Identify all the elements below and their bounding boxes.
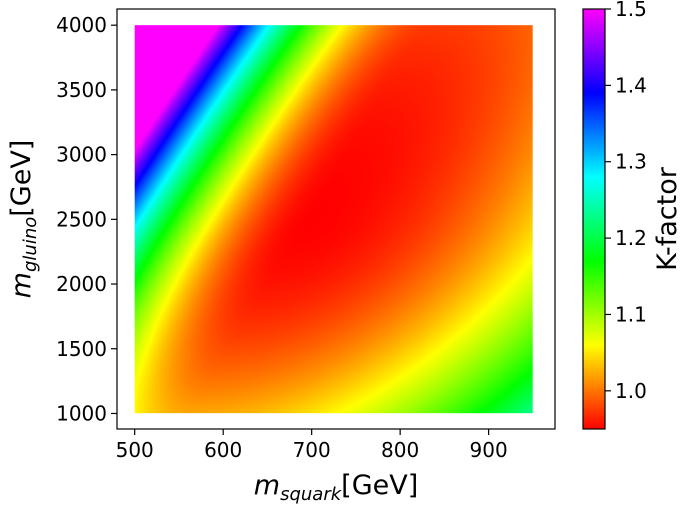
- y-axis-label-sub: gluino: [20, 217, 41, 272]
- y-axis-label-unit: [GeV]: [6, 140, 37, 217]
- x-tick-label: 600: [204, 438, 242, 462]
- y-tick-label: 4000: [56, 13, 107, 37]
- x-tick-label: 800: [381, 438, 419, 462]
- plot-area: 500 600 700 800 900 1000 1500 2000 2500 3000 3500…: [56, 8, 556, 462]
- colorbar-tick-label: 1.1: [615, 302, 647, 326]
- colorbar-tick-label: 1.4: [615, 73, 647, 97]
- y-tick-label: 1000: [56, 401, 107, 425]
- colorbar-label: K-factor: [652, 166, 683, 271]
- y-tick-label: 3000: [56, 143, 107, 167]
- x-tick-label: 900: [470, 438, 508, 462]
- colorbar-ticks: 1.0 1.1 1.2 1.3 1.4 1.5: [605, 0, 647, 403]
- x-axis-label-unit: [GeV]: [341, 470, 418, 501]
- colorbar-tick-label: 1.2: [615, 226, 647, 250]
- x-axis-ticks: 500 600 700 800 900: [116, 429, 508, 462]
- x-axis-label-sub: squark: [280, 484, 343, 505]
- y-tick-label: 2500: [56, 207, 107, 231]
- y-tick-label: 1500: [56, 337, 107, 361]
- x-axis-label: msquark[GeV]: [254, 470, 418, 505]
- heatmap-image: [134, 25, 533, 414]
- x-tick-label: 700: [293, 438, 331, 462]
- y-tick-label: 2000: [56, 272, 107, 296]
- x-axis-label-main: m: [254, 470, 280, 501]
- y-axis-label: mgluino[GeV]: [6, 140, 41, 299]
- colorbar-tick-label: 1.0: [615, 379, 647, 403]
- colorbar-swatch: [582, 8, 606, 430]
- x-tick-label: 500: [116, 438, 154, 462]
- y-axis-label-main: m: [6, 272, 37, 298]
- y-tick-label: 3500: [56, 78, 107, 102]
- y-axis-ticks: 1000 1500 2000 2500 3000 3500 4000: [56, 13, 117, 425]
- colorbar-tick-label: 1.5: [615, 0, 647, 21]
- colorbar: 1.0 1.1 1.2 1.3 1.4 1.5 K-factor: [582, 0, 683, 430]
- colorbar-tick-label: 1.3: [615, 150, 647, 174]
